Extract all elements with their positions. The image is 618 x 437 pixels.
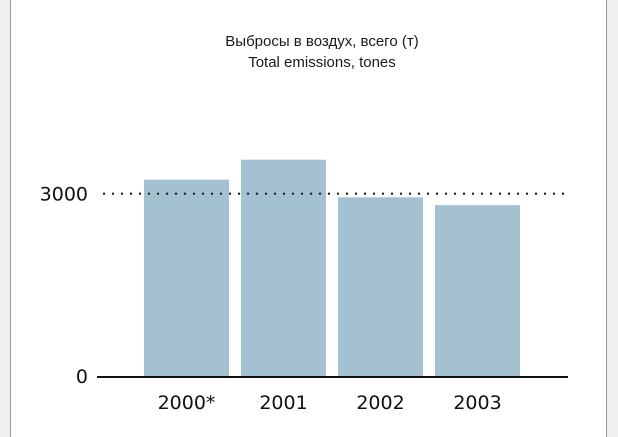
bar-2000 [144,179,229,376]
chart-title-line-en: Total emissions, tones [248,54,396,71]
bar-2003 [435,205,520,376]
y-tick-label-0: 0 [76,366,88,388]
chart-title-line-ru: Выбросы в воздух, всего (т) [225,33,418,50]
bar-2001 [241,159,326,376]
y-tick-label-3000: 3000 [40,184,88,206]
bar-2002 [338,197,423,376]
x-tick-label-2000: 2000* [158,392,216,414]
chart-title: Выбросы в воздух, всего (т) Total emissi… [225,33,418,71]
x-tick-label-2003: 2003 [453,392,501,414]
bars-group [144,159,520,376]
x-tick-label-2002: 2002 [356,392,404,414]
x-tick-label-2001: 2001 [259,392,307,414]
x-tick-labels: 2000* 2001 2002 2003 [158,392,502,414]
y-tick-labels: 0 3000 [40,184,88,388]
